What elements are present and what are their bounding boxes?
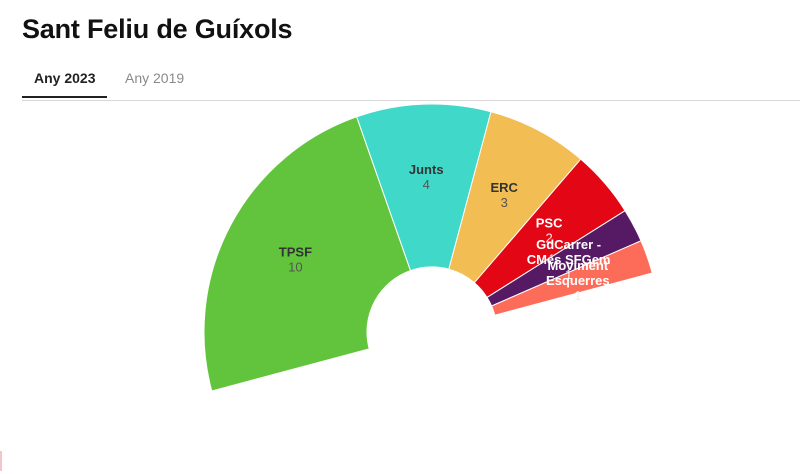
slice-label-value: 2 [545,231,552,246]
slice-label-name: GdCarrer - [536,237,601,252]
slice-label-value: 10 [288,259,302,274]
tab-any-2019[interactable]: Any 2019 [125,70,185,86]
tab-any-2023[interactable]: Any 2023 [22,68,108,98]
slice-label-name: Junts [409,162,444,177]
slice-tpsf[interactable] [203,116,412,392]
slice-label-name: PSC [536,216,563,231]
slice-label-value: 1 [574,288,581,303]
slice-label-name: CMés SFGem [527,252,611,267]
slice-label-name: TPSF [279,244,312,259]
slice-label-name: Esquerres [546,273,610,288]
slice-junts[interactable] [356,103,492,272]
year-tabs: Any 2023 Any 2019 [22,62,800,101]
slice-label-name: ERC [490,180,518,195]
slice-label-value: 4 [423,177,430,192]
slice-label-value: 1 [565,267,572,282]
slice-label-value: 3 [501,195,508,210]
slice-moviment-esquerres[interactable] [490,240,653,316]
page-title: Sant Feliu de Guíxols [22,14,293,44]
edge-marker [0,451,2,471]
slice-label-name: Moviment [547,258,608,273]
